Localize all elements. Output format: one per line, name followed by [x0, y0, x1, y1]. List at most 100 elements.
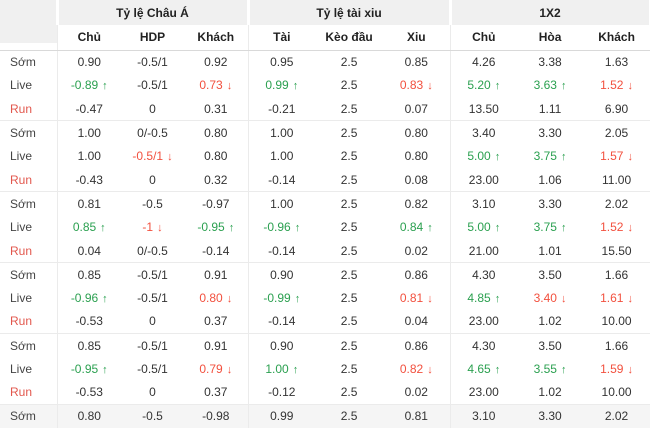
odds-cell: 5.20 ↑ [449, 73, 518, 98]
odds-value: 0 [149, 314, 156, 329]
table-row: Run -0.47 0 0.31 -0.21 2.5 0.07 13.50 1.11 6.90 [0, 97, 650, 122]
odds-cell: 3.10 [449, 404, 518, 428]
odds-value: 3.30 [538, 196, 562, 211]
odds-cell: 4.65 ↑ [449, 357, 518, 381]
odds-value: 2.5 [340, 361, 358, 376]
row-label: Run [0, 239, 57, 264]
odds-cell: 3.40 [449, 120, 518, 145]
odds-cell: 0.91 [184, 263, 248, 287]
up-arrow-icon: ↑ [494, 293, 501, 306]
odds-cell: 3.30 [517, 121, 583, 145]
row-label: Sớm [10, 125, 36, 140]
col-header-away-asian: Khách [184, 25, 249, 51]
odds-cell: -0.43 [56, 168, 121, 193]
odds-value: 4.85 [467, 291, 491, 306]
odds-value: 0.90 [77, 55, 101, 70]
odds-value: 3.38 [538, 55, 562, 70]
odds-value: -0.5/1 [137, 78, 168, 93]
odds-cell: 6.90 [583, 97, 650, 122]
odds-value: 0.80 [404, 149, 428, 164]
odds-cell: 3.50 [517, 263, 583, 287]
odds-cell: -0.47 [56, 97, 121, 122]
odds-value: 5.20 [467, 78, 491, 93]
odds-cell: -0.5/1 [121, 263, 184, 287]
odds-value: 0 [149, 385, 156, 400]
odds-cell: 3.55 ↑ [517, 357, 583, 381]
odds-cell: 0/-0.5 [121, 239, 184, 264]
odds-cell: 2.5 [315, 50, 383, 74]
odds-value: 0.83 [399, 78, 424, 93]
odds-value: 2.5 [340, 172, 358, 187]
odds-value: -0.53 [75, 314, 103, 329]
row-label: Run [0, 168, 57, 193]
col-header-under: Xiu [383, 25, 451, 51]
odds-cell: -0.14 [247, 309, 316, 334]
odds-value: 0.08 [404, 172, 428, 187]
odds-cell: 2.5 [315, 121, 383, 145]
odds-value: 0.02 [404, 385, 428, 400]
up-arrow-icon: ↑ [292, 80, 299, 93]
odds-cell: 0.86 [383, 263, 450, 287]
odds-cell: 0.37 [184, 309, 249, 334]
up-arrow-icon: ↑ [560, 363, 567, 376]
odds-value: 1.06 [538, 172, 562, 187]
odds-cell: 4.26 [449, 50, 518, 74]
odds-value: -0.99 [263, 291, 291, 306]
odds-cell: 3.75 ↑ [517, 145, 583, 169]
odds-value: 4.30 [472, 338, 496, 353]
odds-value: 23.00 [468, 385, 499, 400]
odds-cell: -0.53 [56, 309, 121, 334]
odds-cell: 3.63 ↑ [517, 74, 583, 98]
odds-value: 2.5 [340, 291, 358, 306]
odds-cell: 0.80 [184, 121, 248, 145]
table-row: Live 1.00 -0.5/1 ↓ 0.80 1.00 2.5 0.80 5.00 ↑ 3.75 ↑… [0, 144, 650, 169]
odds-value: 1.57 [600, 149, 624, 164]
col-header-opening-line: Kèo đầu [315, 25, 384, 51]
odds-cell: 0.80 ↓ [184, 286, 248, 310]
odds-cell: -0.14 [247, 168, 316, 193]
odds-value: 0.37 [204, 314, 228, 329]
col-header-home-1x2: Chủ [449, 25, 518, 51]
odds-value: -0.12 [268, 385, 296, 400]
odds-value: 2.5 [340, 55, 358, 70]
odds-value: 0.82 [404, 196, 428, 211]
odds-value: 3.10 [472, 196, 496, 211]
odds-value: -0.96 [70, 291, 99, 306]
odds-cell: -0.89 ↑ [56, 73, 121, 98]
odds-value: 3.75 [533, 149, 557, 164]
odds-value: 5.00 [467, 149, 491, 164]
down-arrow-icon: ↓ [427, 363, 433, 376]
odds-value: 2.5 [340, 149, 358, 164]
down-arrow-icon: ↓ [157, 222, 163, 235]
odds-value: 2.5 [340, 125, 358, 140]
up-arrow-icon: ↑ [494, 80, 501, 93]
odds-cell: 1.06 [517, 168, 584, 193]
odds-cell: 1.01 [517, 239, 584, 264]
odds-cell: 0.80 [184, 145, 248, 169]
odds-cell: 3.10 [449, 191, 518, 216]
odds-value: 2.02 [604, 409, 629, 424]
table-row: Sớm 0.81 -0.5 -0.97 1.00 2.5 0.82 3.10 3.30 2.02 [0, 191, 650, 216]
odds-value: 2.05 [604, 125, 629, 140]
odds-value: 0.90 [270, 338, 294, 353]
odds-cell: 0.85 ↑ [56, 215, 121, 239]
odds-value: 10.00 [601, 385, 632, 400]
odds-value: 0/-0.5 [137, 243, 168, 258]
odds-cell: 23.00 [449, 309, 518, 334]
odds-cell: 1.52 ↓ [583, 74, 650, 98]
odds-cell: 0.85 [56, 333, 121, 358]
odds-value: 0.81 [399, 291, 424, 306]
odds-cell: -1 ↓ [121, 215, 184, 239]
odds-cell: -0.98 [184, 404, 249, 428]
odds-cell: -0.5/1 [121, 286, 184, 310]
odds-cell: 0.99 ↑ [247, 73, 316, 98]
odds-value: 2.5 [340, 385, 358, 400]
odds-cell: 5.00 ↑ [449, 144, 518, 169]
down-arrow-icon: ↓ [427, 293, 433, 306]
odds-cell: 1.52 ↓ [583, 215, 650, 239]
odds-cell: 2.5 [315, 145, 383, 169]
odds-value: 0.80 [204, 149, 228, 164]
odds-cell: 0.85 [383, 50, 450, 74]
odds-value: 0.32 [204, 172, 228, 187]
